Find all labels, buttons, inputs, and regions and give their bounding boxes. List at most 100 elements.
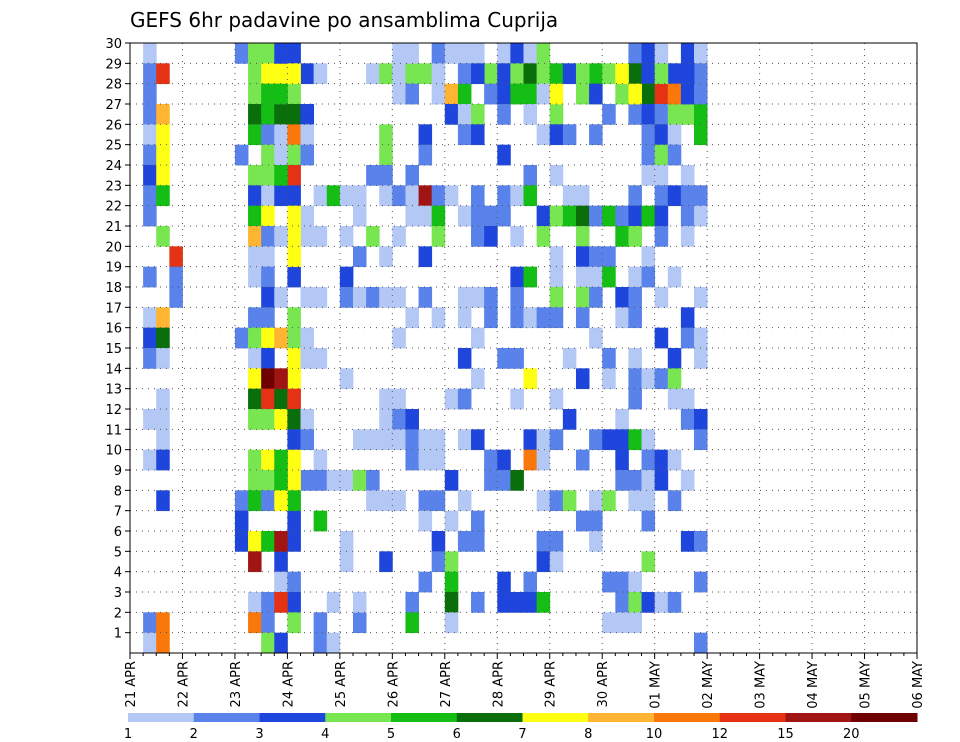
y-tick-label: 24 xyxy=(105,159,122,174)
heatmap-cell xyxy=(234,510,249,532)
heatmap-cell xyxy=(575,63,590,85)
heatmap-cell xyxy=(615,612,629,634)
heatmap-cell xyxy=(602,246,616,268)
heatmap-cell xyxy=(680,83,695,105)
heatmap-cell xyxy=(143,449,157,471)
heatmap-cell xyxy=(562,348,577,369)
heatmap-cell xyxy=(602,205,616,227)
heatmap-cell xyxy=(287,185,301,207)
heatmap-cell xyxy=(457,429,472,451)
heatmap-cell xyxy=(471,205,485,227)
heatmap-cell xyxy=(628,470,642,491)
heatmap-cell xyxy=(366,429,380,451)
legend-swatch xyxy=(851,713,918,722)
heatmap-cell xyxy=(615,63,629,85)
heatmap-cell xyxy=(248,226,262,247)
heatmap-cell xyxy=(575,449,590,471)
heatmap-cell xyxy=(641,205,656,227)
heatmap-cell xyxy=(156,185,170,207)
heatmap-cell xyxy=(326,632,341,654)
heatmap-cell xyxy=(628,348,642,369)
heatmap-cell xyxy=(261,124,275,146)
heatmap-cell xyxy=(549,388,564,410)
heatmap-cell xyxy=(549,205,564,227)
heatmap-cell xyxy=(352,612,367,634)
heatmap-cell xyxy=(418,185,433,207)
heatmap-cell xyxy=(352,470,367,491)
x-tick-label: 28 APR xyxy=(491,661,506,707)
heatmap-cell xyxy=(405,449,419,471)
heatmap-cell xyxy=(248,490,262,512)
heatmap-cell xyxy=(300,63,315,85)
legend-label: 3 xyxy=(255,727,263,742)
heatmap-cell xyxy=(287,531,301,552)
heatmap-cell xyxy=(248,388,262,410)
heatmap-cell xyxy=(497,348,511,369)
heatmap-cell xyxy=(143,104,157,125)
heatmap-cell xyxy=(379,185,393,207)
heatmap-cell xyxy=(523,592,538,613)
heatmap-cell xyxy=(615,409,629,430)
heatmap-cell xyxy=(261,449,275,471)
heatmap-cell xyxy=(602,348,616,369)
legend-label: 2 xyxy=(190,727,198,742)
heatmap-cell xyxy=(156,348,170,369)
heatmap-cell xyxy=(628,612,642,634)
heatmap-cell xyxy=(628,388,642,410)
heatmap-cell xyxy=(471,429,485,451)
heatmap-cell xyxy=(523,104,538,125)
heatmap-cell xyxy=(628,592,642,613)
heatmap-cell xyxy=(287,368,301,390)
heatmap-cell xyxy=(680,470,695,491)
heatmap-cell xyxy=(641,104,656,125)
heatmap-cell xyxy=(261,327,275,349)
y-tick-label: 23 xyxy=(105,179,122,194)
x-tick-label: 23 APR xyxy=(229,661,244,707)
heatmap-cell xyxy=(641,63,656,85)
heatmap-cell xyxy=(143,63,157,85)
heatmap-cell xyxy=(602,571,616,593)
heatmap-cell xyxy=(694,287,708,308)
heatmap-cell xyxy=(300,287,315,308)
heatmap-cell xyxy=(497,185,511,207)
heatmap-cell xyxy=(471,226,485,247)
heatmap-cell xyxy=(680,185,695,207)
legend-label: 5 xyxy=(387,727,395,742)
heatmap-cell xyxy=(274,124,288,146)
heatmap-cell xyxy=(654,185,669,207)
heatmap-cell xyxy=(405,307,419,329)
heatmap-cell xyxy=(431,63,446,85)
heatmap-cell xyxy=(628,104,642,125)
heatmap-cell xyxy=(274,409,288,430)
heatmap-cell xyxy=(641,266,656,288)
heatmap-cell xyxy=(261,185,275,207)
heatmap-cell xyxy=(484,287,498,308)
heatmap-cell xyxy=(261,388,275,410)
heatmap-cell xyxy=(484,449,498,471)
heatmap-cell xyxy=(418,124,433,146)
heatmap-cell xyxy=(471,104,485,125)
heatmap-cell xyxy=(287,490,301,512)
heatmap-cell xyxy=(143,165,157,186)
heatmap-cell xyxy=(352,246,367,268)
heatmap-cell xyxy=(405,43,419,64)
heatmap-cell xyxy=(510,348,524,369)
heatmap-cell xyxy=(169,246,183,268)
heatmap-cell xyxy=(471,368,485,390)
heatmap-cell xyxy=(615,571,629,593)
heatmap-cell xyxy=(536,592,551,613)
heatmap-cell xyxy=(667,185,682,207)
heatmap-cell xyxy=(300,470,315,491)
heatmap-cell xyxy=(654,327,669,349)
x-tick-label: 21 APR xyxy=(124,661,139,707)
x-tick-label: 27 APR xyxy=(439,661,454,707)
heatmap-cell xyxy=(261,409,275,430)
heatmap-cell xyxy=(575,266,590,288)
heatmap-cell xyxy=(510,388,524,410)
heatmap-cell xyxy=(248,470,262,491)
heatmap-cell xyxy=(156,388,170,410)
heatmap-cell xyxy=(497,83,511,105)
heatmap-cell xyxy=(510,43,524,64)
heatmap-cell xyxy=(143,43,157,64)
heatmap-cell xyxy=(457,531,472,552)
